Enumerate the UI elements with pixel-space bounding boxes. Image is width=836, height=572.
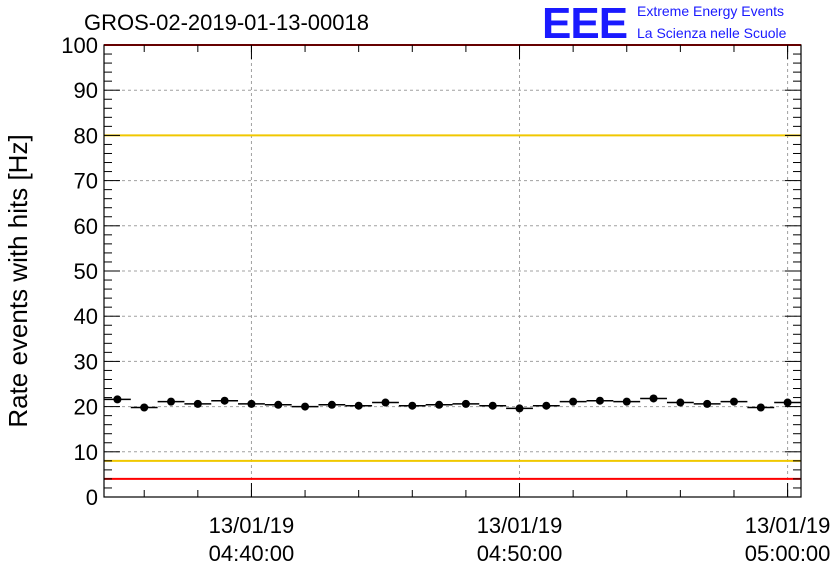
data-point bbox=[220, 396, 229, 405]
y-tick-label: 0 bbox=[86, 485, 98, 510]
x-tick-date: 13/01/19 bbox=[477, 513, 563, 538]
data-point bbox=[649, 394, 658, 403]
y-tick-label: 90 bbox=[74, 78, 98, 103]
x-tick-time: 04:50:00 bbox=[477, 541, 563, 566]
data-point bbox=[488, 401, 497, 410]
data-point bbox=[703, 399, 712, 408]
y-axis: 0 10 20 30 40 50 60 70 80 90 100 bbox=[61, 33, 801, 510]
data-point bbox=[756, 403, 765, 412]
data-point bbox=[381, 398, 390, 407]
y-tick-label: 100 bbox=[61, 33, 98, 58]
data-point bbox=[113, 395, 122, 404]
x-tick-date: 13/01/19 bbox=[209, 513, 295, 538]
data-point bbox=[247, 399, 256, 408]
data-point bbox=[274, 400, 283, 409]
y-tick-label: 80 bbox=[74, 123, 98, 148]
eee-logo: EEE bbox=[542, 0, 628, 48]
data-point bbox=[140, 403, 149, 412]
data-point bbox=[435, 400, 444, 409]
y-tick-label: 70 bbox=[74, 169, 98, 194]
y-tick-label: 60 bbox=[74, 214, 98, 239]
x-tick-time: 05:00:00 bbox=[745, 541, 831, 566]
data-point bbox=[729, 397, 738, 406]
y-axis-label: Rate events with hits [Hz] bbox=[3, 134, 33, 427]
logo-line-2: La Scienza nelle Scuole bbox=[637, 25, 787, 41]
data-point bbox=[327, 400, 336, 409]
logo-line-1: Extreme Energy Events bbox=[637, 3, 785, 19]
data-point bbox=[569, 397, 578, 406]
x-tick-time: 04:40:00 bbox=[209, 541, 295, 566]
reference-lines bbox=[104, 44, 801, 480]
x-axis: 13/01/19 04:40:00 13/01/19 04:50:00 13/01/19… bbox=[143, 45, 831, 566]
data-point bbox=[676, 398, 685, 407]
data-point bbox=[301, 402, 310, 411]
data-point bbox=[542, 401, 551, 410]
x-tick-date: 13/01/19 bbox=[745, 513, 831, 538]
data-point bbox=[622, 397, 631, 406]
y-tick-label: 40 bbox=[74, 304, 98, 329]
data-point bbox=[595, 396, 604, 405]
data-point bbox=[354, 401, 363, 410]
y-tick-label: 10 bbox=[74, 440, 98, 465]
data-point bbox=[167, 397, 176, 406]
data-points bbox=[104, 394, 801, 413]
data-point bbox=[461, 399, 470, 408]
chart-title: GROS-02-2019-01-13-00018 bbox=[84, 10, 369, 35]
grid bbox=[104, 45, 801, 497]
data-point bbox=[408, 401, 417, 410]
data-point bbox=[515, 404, 524, 413]
data-point bbox=[783, 398, 792, 407]
y-tick-label: 50 bbox=[74, 259, 98, 284]
data-point bbox=[193, 399, 202, 408]
y-tick-label: 30 bbox=[74, 349, 98, 374]
y-tick-label: 20 bbox=[74, 395, 98, 420]
